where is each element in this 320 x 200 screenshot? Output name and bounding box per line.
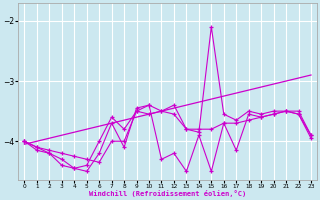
X-axis label: Windchill (Refroidissement éolien,°C): Windchill (Refroidissement éolien,°C) (89, 190, 246, 197)
